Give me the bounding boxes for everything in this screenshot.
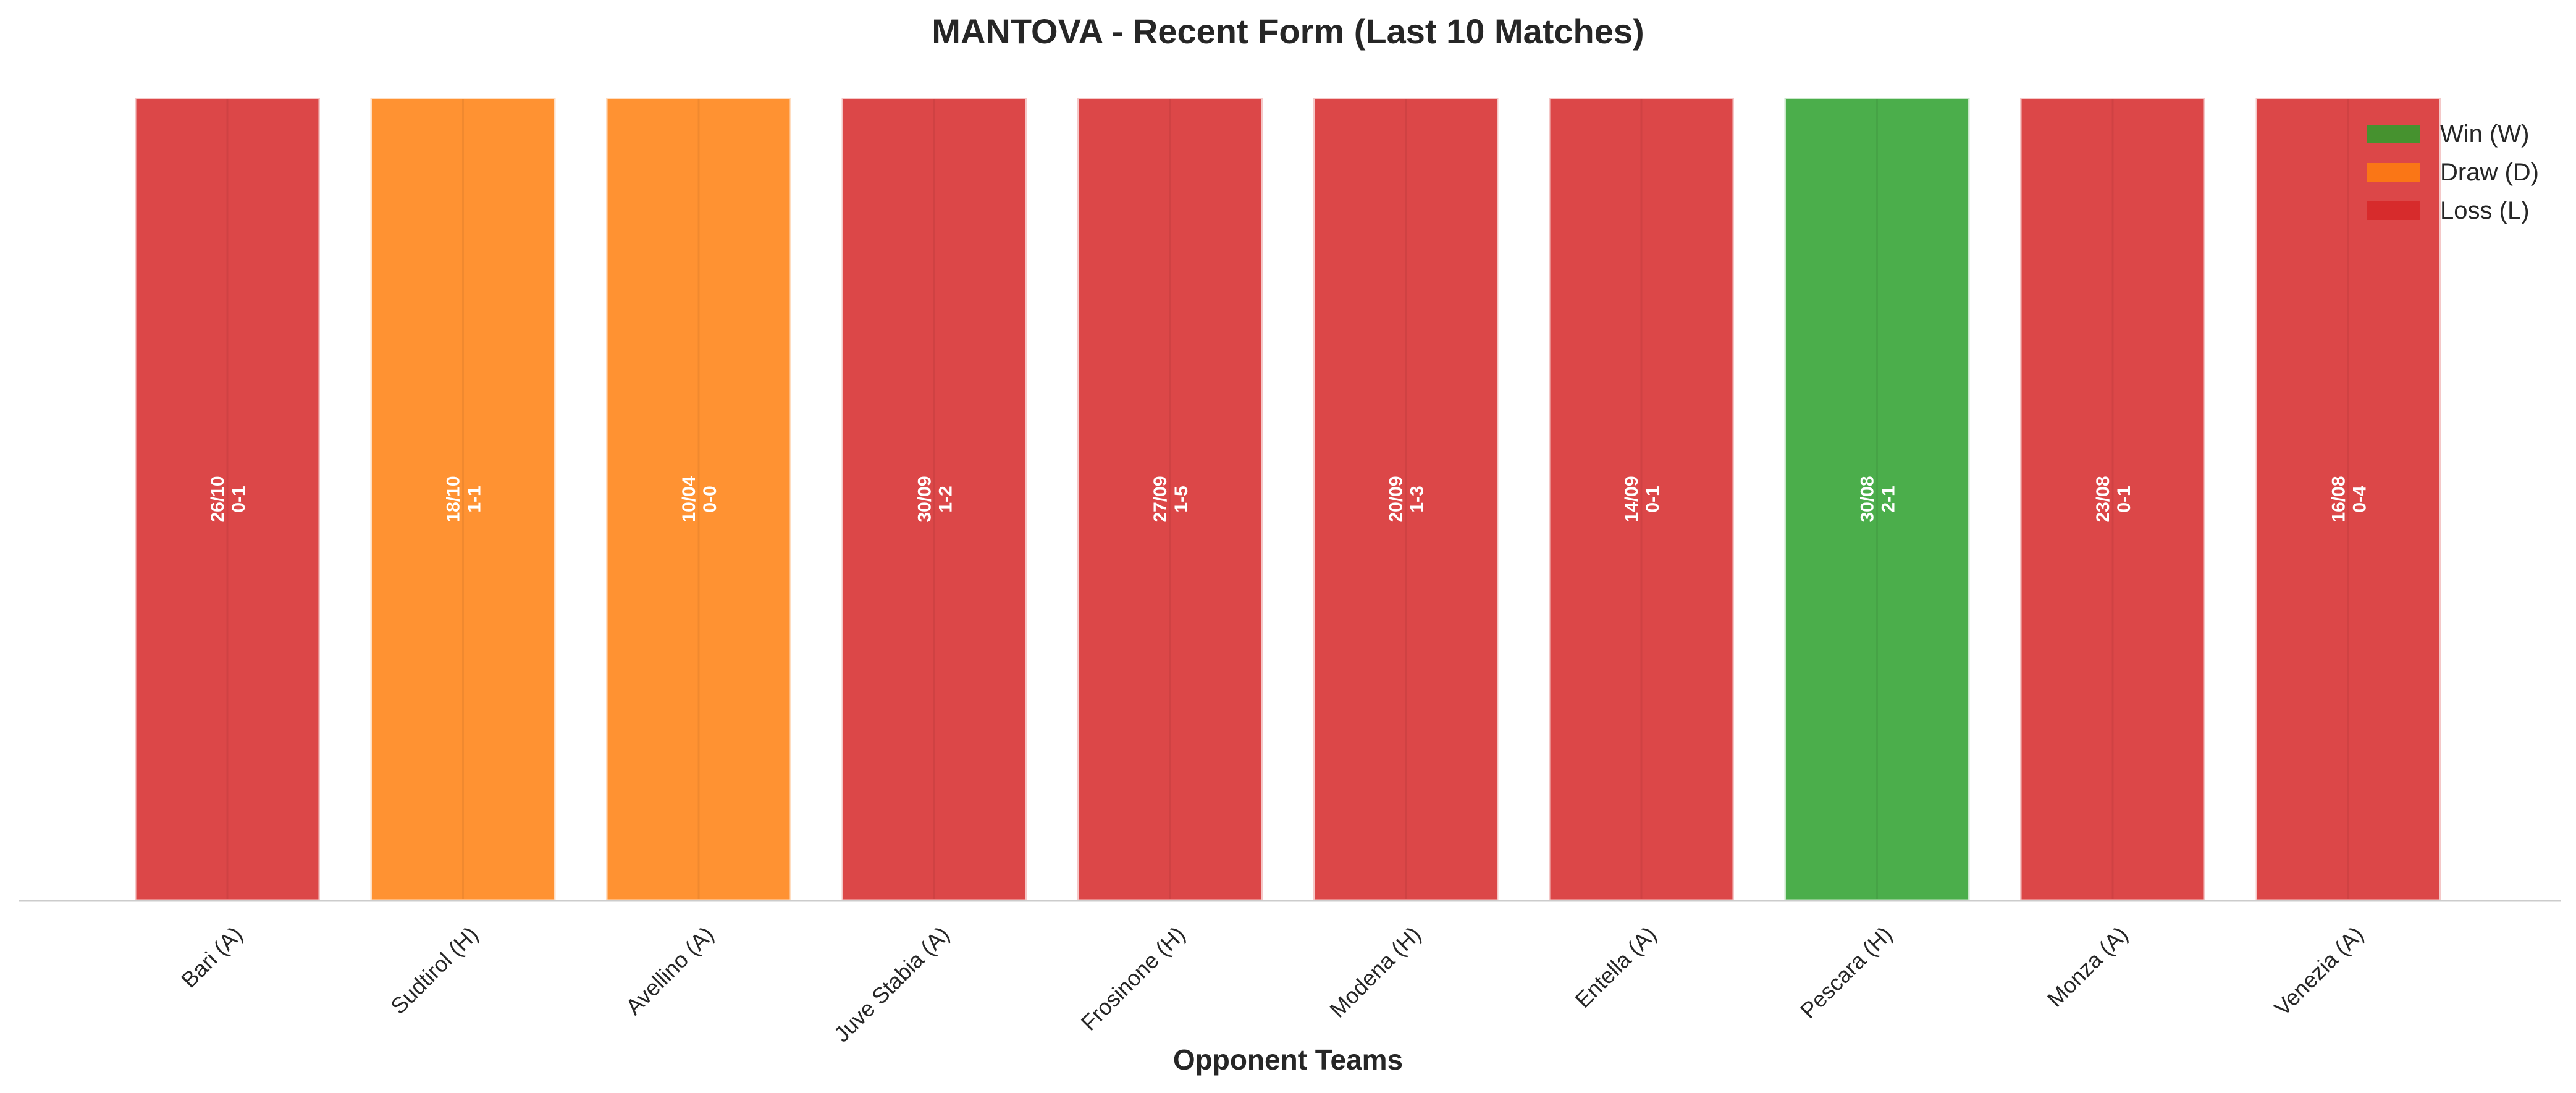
bar-label-5: 20/091-3 <box>1386 476 1428 522</box>
x-axis-label: Opponent Teams <box>1172 1044 1404 1076</box>
bar-score-label-1: 1-1 <box>465 486 485 512</box>
bar-8 <box>2018 96 2207 903</box>
bar-date-label-7: 30/08 <box>1858 476 1878 522</box>
bar-label-8: 23/080-1 <box>2093 476 2134 522</box>
legend-swatch-win <box>2367 125 2421 143</box>
bar-label-6: 14/090-1 <box>1622 476 1663 522</box>
x-tick-label-0: Bari (A) <box>176 921 247 992</box>
chart-title: MANTOVA - Recent Form (Last 10 Matches) <box>932 12 1644 51</box>
bar-date-label-4: 27/09 <box>1150 476 1171 522</box>
bar-label-9: 16/080-4 <box>2329 476 2370 522</box>
bar-score-label-9: 0-4 <box>2350 486 2370 513</box>
bar-date-label-9: 16/08 <box>2329 476 2349 522</box>
bar-4 <box>1075 96 1265 903</box>
bar-score-label-8: 0-1 <box>2114 486 2134 512</box>
bar-9 <box>2254 96 2443 903</box>
bar-label-3: 30/091-2 <box>915 476 956 522</box>
bar-date-label-1: 18/10 <box>444 476 464 522</box>
x-tick-label-1: Sudtirol (H) <box>385 921 483 1019</box>
legend-item-loss: Loss (L) <box>2367 192 2539 230</box>
legend-label-draw: Draw (D) <box>2440 158 2539 186</box>
x-tick-label-9: Venezia (A) <box>2269 921 2368 1021</box>
legend-swatch-draw <box>2367 163 2421 182</box>
bar-label-7: 30/082-1 <box>1858 476 1899 522</box>
bar-labels-layer: 26/100-1 18/101-1 10/040-0 30/091-2 27/091-5… <box>208 476 2370 522</box>
legend-item-draw: Draw (D) <box>2367 153 2539 192</box>
bar-score-label-7: 2-1 <box>1879 486 1899 512</box>
bar-3 <box>840 96 1029 903</box>
legend-swatch-loss <box>2367 201 2421 220</box>
bar-date-label-0: 26/10 <box>208 476 228 522</box>
bar-label-1: 18/101-1 <box>444 476 485 522</box>
bar-label-0: 26/100-1 <box>208 476 249 522</box>
bar-score-label-3: 1-2 <box>936 486 956 512</box>
x-tick-label-5: Modena (H) <box>1324 921 1425 1022</box>
bar-score-label-5: 1-3 <box>1407 486 1428 512</box>
legend: Win (W) Draw (D) Loss (L) <box>2367 115 2539 230</box>
bar-label-4: 27/091-5 <box>1150 476 1192 522</box>
bar-score-label-0: 0-1 <box>229 486 249 512</box>
legend-item-win: Win (W) <box>2367 115 2539 153</box>
bar-date-label-8: 23/08 <box>2093 476 2113 522</box>
x-tick-label-6: Entella (A) <box>1570 921 1661 1013</box>
legend-label-loss: Loss (L) <box>2440 196 2530 224</box>
bar-7 <box>1783 96 1971 903</box>
bar-score-label-6: 0-1 <box>1643 486 1663 512</box>
bar-label-2: 10/040-0 <box>679 476 720 522</box>
bar-date-label-5: 20/09 <box>1386 476 1407 522</box>
x-tick-label-4: Frosinone (H) <box>1076 921 1190 1036</box>
bar-score-label-2: 0-0 <box>700 486 720 512</box>
bar-5 <box>1311 96 1500 903</box>
bar-score-label-4: 1-5 <box>1171 486 1192 512</box>
bar-date-label-3: 30/09 <box>915 476 935 522</box>
bar-date-label-6: 14/09 <box>1622 476 1642 522</box>
x-tick-label-8: Monza (A) <box>2042 921 2132 1011</box>
x-tick-label-7: Pescara (H) <box>1795 921 1897 1023</box>
bar-0 <box>133 96 322 903</box>
bar-date-label-2: 10/04 <box>679 476 699 522</box>
x-tick-labels-layer: Bari (A) Sudtirol (H) Avellino (A) Juve Sta… <box>176 921 2368 1047</box>
bars-layer <box>133 96 2443 903</box>
x-tick-label-3: Juve Stabia (A) <box>829 921 954 1047</box>
bar-6 <box>1547 96 1736 903</box>
bar-2 <box>604 96 793 903</box>
legend-label-win: Win (W) <box>2440 120 2530 148</box>
x-tick-label-2: Avellino (A) <box>621 921 719 1019</box>
